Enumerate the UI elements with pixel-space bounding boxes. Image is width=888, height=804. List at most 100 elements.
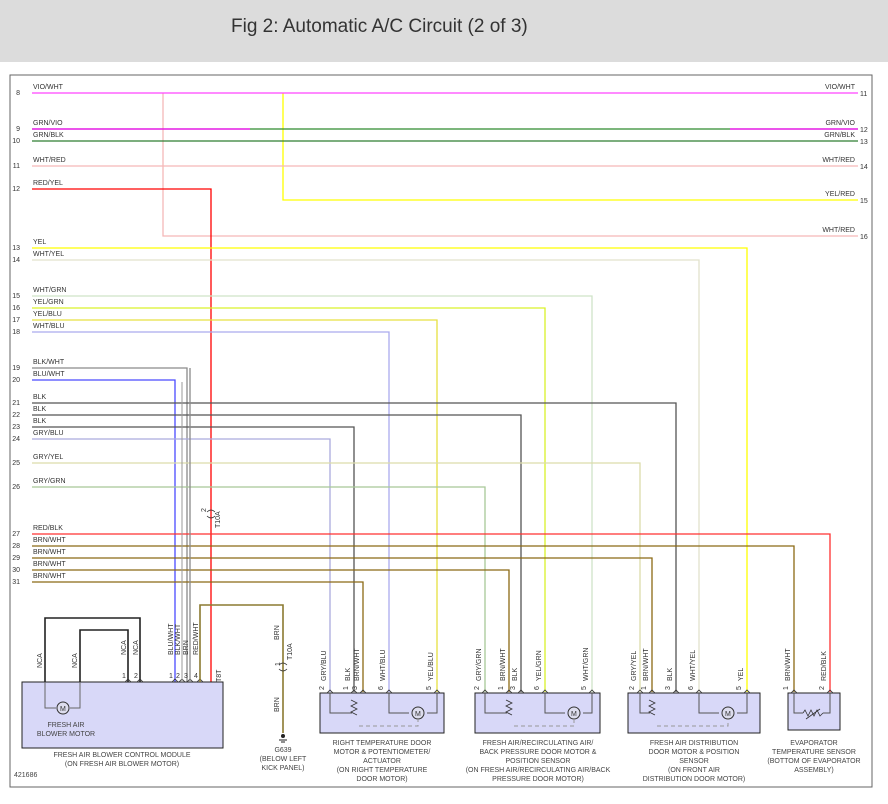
wire-number: 8 [16, 90, 20, 97]
wire-13 [32, 247, 748, 692]
wire-number: 18 [12, 329, 20, 336]
pin-wire-label: BRN/WHT [785, 648, 792, 681]
pin-icon [136, 678, 144, 683]
wire-label: BRN [274, 625, 281, 640]
pin-number: 6 [534, 686, 541, 690]
wire-20 [32, 379, 176, 682]
pin-number: 1 [498, 686, 505, 690]
component-label: EVAPORATOR [790, 740, 837, 747]
wire-label: NCA [37, 653, 44, 668]
pin-wire-label: BRN/WHT [500, 648, 507, 681]
motor-symbol: M [571, 711, 577, 718]
wire-number: 30 [12, 567, 20, 574]
pin-wire-label: GRY/GRN [476, 648, 483, 681]
wire-14 [32, 259, 700, 692]
pin-number: 6 [378, 686, 385, 690]
pin-number: 2 [474, 686, 481, 690]
motor-symbol: M [60, 706, 66, 713]
mechanical-link [359, 719, 419, 727]
wire-number: 15 [12, 293, 20, 300]
internal-wire [583, 693, 593, 714]
wire-number: 9 [16, 126, 20, 133]
motor-icon [56, 701, 70, 715]
wire-label: BRN/WHT [33, 549, 66, 556]
pin-icon [326, 689, 334, 694]
wire-right-15 [282, 93, 858, 201]
blower-control-module [21, 681, 224, 749]
mechanical-link [657, 719, 729, 727]
component-label: (ON FRONT AIR [668, 767, 720, 774]
internal-wire [484, 693, 507, 714]
wire-number: 12 [12, 186, 20, 193]
connector-icon [206, 509, 216, 519]
pin-wire-label: BLK/WHT [175, 623, 182, 655]
wire-number: 25 [12, 460, 20, 467]
internal-wire [698, 693, 719, 714]
wire-17 [32, 319, 438, 692]
component-label: FRESH AIR DISTRIBUTION [650, 740, 738, 747]
pin-icon [517, 689, 525, 694]
internal-wire [388, 693, 409, 714]
wire-number: 29 [12, 555, 20, 562]
component-label: ACTUATOR [363, 758, 401, 765]
internal-wire [427, 693, 438, 714]
wire-19 [32, 367, 188, 682]
wire-label: GRY/YEL [33, 454, 63, 461]
wire-label-right: WHT/RED [822, 157, 855, 164]
pin-number: 2 [819, 686, 826, 690]
pin-number: 1 [169, 673, 173, 680]
pin-wire-label: YEL/BLU [428, 652, 435, 681]
motor-label: FRESH AIR [48, 722, 85, 729]
wire-number: 26 [12, 484, 20, 491]
pin-number: 5 [736, 686, 743, 690]
wire-number: 27 [12, 531, 20, 538]
pin-wire-label: NCA [121, 640, 128, 655]
wire-26 [32, 486, 486, 692]
wire-label: WHT/GRN [33, 287, 66, 294]
pin-wire-label: BRN/WHT [354, 648, 361, 681]
wire-label-right: VIO/WHT [825, 84, 856, 91]
wire-number: 19 [12, 365, 20, 372]
motor-wire [44, 682, 56, 709]
component-label: BACK PRESSURE DOOR MOTOR & [480, 749, 597, 756]
wire-22 [32, 414, 522, 692]
wire-number: 14 [12, 257, 20, 264]
component-label: POSITION SENSOR [506, 758, 571, 765]
ground-symbol-icon [279, 739, 287, 743]
pin-icon [826, 689, 834, 694]
pin-number: 3 [665, 686, 672, 690]
internal-wire [793, 693, 803, 714]
wire-nca [44, 617, 141, 682]
diagram-id: 421686 [14, 772, 37, 779]
diagram-frame [9, 74, 873, 788]
wire-21 [32, 402, 677, 692]
wire-label: YEL [33, 239, 46, 246]
connector-pin: 1 [275, 662, 282, 666]
wire-label: BLK [33, 394, 47, 401]
pin-number: 1 [783, 686, 790, 690]
pin-number: 2 [176, 673, 180, 680]
wire-label: GRN/VIO [33, 120, 63, 127]
connector-name: T8T [216, 669, 223, 682]
pin-number: 3 [184, 673, 188, 680]
wire-number: 10 [12, 138, 20, 145]
wire-number: 24 [12, 436, 20, 443]
wire-29 [32, 557, 653, 692]
figure-title: Fig 2: Automatic A/C Circuit (2 of 3) [231, 16, 528, 37]
wire-label: RED/YEL [33, 180, 63, 187]
wire-number: 13 [12, 245, 20, 252]
ground-label: G639 [274, 747, 291, 754]
pin-number: 4 [194, 673, 198, 680]
wire-label: BRN [274, 697, 281, 712]
pin-wire-label: GRY/BLU [321, 650, 328, 681]
internal-wire [544, 693, 565, 714]
pin-icon [541, 689, 549, 694]
pin-wire-label: WHT/GRN [583, 648, 590, 681]
wire-label: BRN/WHT [33, 573, 66, 580]
thermistor-icon [802, 708, 824, 720]
pin-icon [588, 689, 596, 694]
pin-number: 3 [352, 686, 359, 690]
ground-label: (BELOW LEFT [260, 756, 307, 763]
pin-number: 2 [319, 686, 326, 690]
component-label: (BOTTOM OF EVAPORATOR [767, 758, 860, 765]
